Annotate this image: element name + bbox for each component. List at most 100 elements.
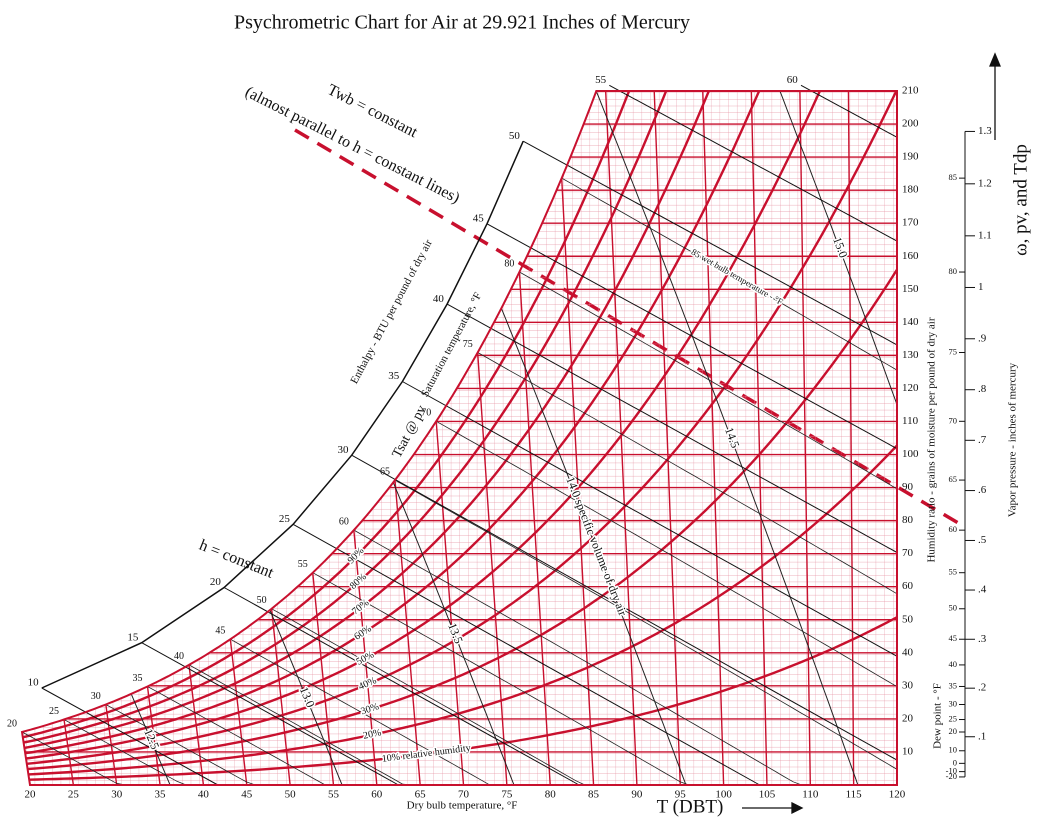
x-tick-label: 55: [328, 789, 340, 801]
x-tick-label: 70: [458, 789, 470, 801]
vapor-pressure-label: 1: [978, 281, 984, 293]
enthalpy-line: [446, 303, 898, 553]
wet-bulb-label: 75: [463, 339, 473, 350]
y-tick-label: 170: [902, 217, 919, 229]
wet-bulb-label: 60: [339, 516, 349, 527]
y-tick-label: 200: [902, 118, 919, 130]
y-tick-label: 160: [902, 250, 919, 262]
enthalpy-line: [223, 587, 580, 786]
dew-point-label: 50: [949, 603, 958, 613]
enthalpy-line: [351, 454, 898, 761]
x-tick-label: 60: [371, 789, 383, 801]
rh-curve: [27, 269, 897, 771]
y-tick-label: 210: [902, 85, 919, 97]
enthalpy-label: 45: [473, 213, 485, 225]
wet-bulb-label: 20: [7, 718, 17, 729]
dry-bulb-line: [476, 352, 508, 785]
enthalpy-label: 35: [388, 370, 400, 382]
x-tick-label: 115: [846, 789, 863, 801]
enthalpy-line: [486, 223, 898, 450]
dew-point-label: 40: [949, 659, 958, 669]
dew-point-label: 70: [949, 415, 958, 425]
dew-point-label: 60: [949, 524, 958, 534]
volume-line: [779, 91, 897, 528]
x-tick-label: 35: [155, 789, 167, 801]
wet-bulb-line: [147, 686, 334, 785]
x-tick-label: 95: [675, 789, 687, 801]
y-tick-label: 180: [902, 184, 919, 196]
wet-bulb-line: [394, 479, 897, 770]
wet-bulb-label: 55: [298, 559, 308, 570]
wet-bulb-line: [22, 731, 126, 785]
x-tick-label: 85: [588, 789, 600, 801]
rh-curve: [25, 91, 763, 755]
x-tick-label: 110: [802, 789, 819, 801]
wet-bulb-label: 30: [91, 691, 101, 702]
dew-point-label: 85: [949, 172, 958, 182]
wet-bulb-line: [230, 638, 499, 785]
dew-point-label: -20: [946, 771, 957, 781]
dew-point-label: 20: [949, 726, 958, 736]
vapor-pressure-label: .8: [978, 383, 987, 395]
wet-bulb-label: 35: [133, 673, 143, 684]
wet-bulb-label: 45: [215, 625, 225, 636]
vapor-pressure-label: .1: [978, 730, 986, 742]
rh-curve: [22, 91, 636, 739]
wet-bulb-line: [436, 420, 897, 688]
enthalpy-line: [292, 523, 760, 786]
y-tick-label: 110: [902, 415, 919, 427]
dew-point-label: 75: [949, 346, 958, 356]
wet-bulb-line: [105, 704, 256, 785]
x-tick-label: 120: [889, 789, 906, 801]
wet-bulb-label: 80: [504, 258, 514, 269]
x-tick-label: 30: [111, 789, 123, 801]
vapor-pressure-label: Vapor pressure - inches of mercury: [1007, 362, 1019, 517]
y-tick-label: 140: [902, 316, 919, 328]
x-tick-label: 65: [415, 789, 427, 801]
y-tick-label: 40: [902, 646, 914, 658]
rh-curve: [25, 91, 830, 760]
enthalpy-label: 30: [338, 444, 350, 456]
wet-bulb-label: 25: [49, 706, 59, 717]
vapor-pressure-label: 1.2: [978, 177, 992, 189]
dry-bulb-line: [847, 91, 855, 785]
enthalpy-label: 50: [509, 130, 521, 142]
y-tick-label: 20: [902, 712, 914, 724]
x-tick-label: 100: [715, 789, 732, 801]
x-tick-label: 45: [241, 789, 253, 801]
dew-point-label: 25: [949, 713, 958, 723]
enthalpy-label: 15: [127, 631, 139, 643]
dew-point-label: 65: [949, 474, 958, 484]
enthalpy-label: 55: [595, 74, 607, 86]
wet-bulb-label: 65: [380, 466, 390, 477]
enthalpy-label: 60: [787, 74, 799, 86]
y-tick-label: 100: [902, 448, 919, 460]
wet-bulb-line: [271, 608, 586, 785]
dew-point-label: 35: [949, 680, 958, 690]
enthalpy-line: [522, 140, 898, 346]
vapor-pressure-label: .6: [978, 484, 987, 496]
x-tick-label: 75: [501, 789, 513, 801]
rh-curve: [24, 91, 714, 750]
rh-curve: [26, 91, 897, 765]
wet-bulb-line: [188, 664, 412, 785]
y-tick-label: 150: [902, 283, 919, 295]
y-tick-label: 70: [902, 547, 914, 559]
rh-curve: [29, 616, 897, 781]
volume-line: [595, 91, 859, 785]
x-tick-label: 40: [198, 789, 210, 801]
enthalpy-label: 40: [433, 293, 445, 305]
wet-bulb-label: 70: [421, 408, 431, 419]
y-tick-label: 80: [902, 514, 914, 526]
enthalpy-label: 10: [28, 677, 40, 689]
dry-bulb-line: [799, 91, 811, 785]
y-tick-label: 90: [902, 481, 914, 493]
dry-bulb-line: [750, 91, 768, 785]
x-tick-label: 25: [68, 789, 80, 801]
enthalpy-line: [41, 687, 219, 786]
y-tick-label: 60: [902, 580, 914, 592]
wet-bulb-line: [561, 177, 897, 371]
dry-bulb-line: [604, 91, 638, 785]
y-axis-label: Humidity ratio - grains of moisture per …: [926, 317, 938, 562]
